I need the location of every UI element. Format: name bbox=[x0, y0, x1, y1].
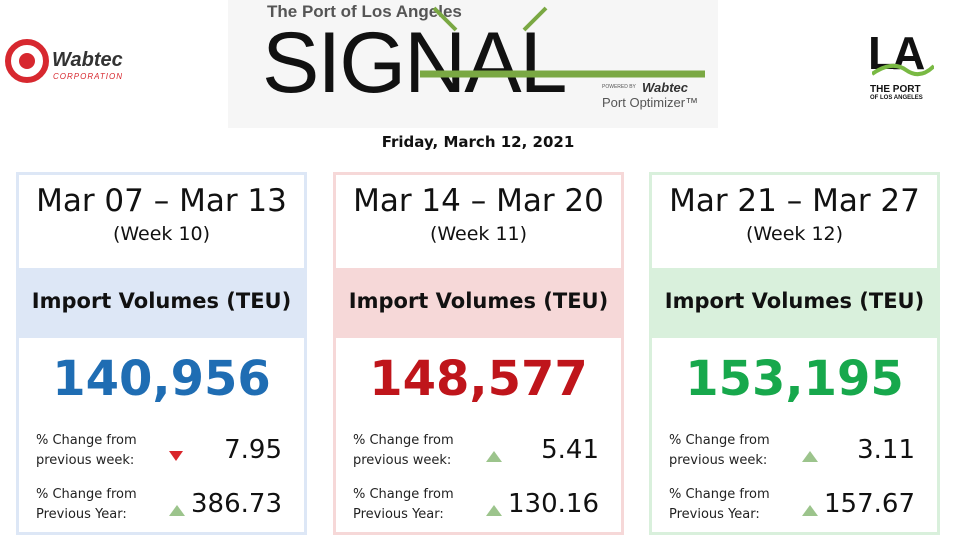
change-value: 386.73 bbox=[191, 489, 282, 519]
emblem-core bbox=[19, 53, 35, 69]
change-label: % Change from bbox=[353, 487, 454, 502]
product-name: Port Optimizer™ bbox=[602, 95, 699, 110]
card: Mar 07 – Mar 13 (Week 10) Import Volumes (… bbox=[16, 172, 307, 535]
signal-banner bbox=[228, 0, 718, 128]
change-label: previous week: bbox=[36, 453, 135, 468]
change-value: 5.41 bbox=[541, 435, 599, 465]
change-label: % Change from bbox=[353, 433, 454, 448]
powered-by: POWERED BY bbox=[602, 84, 636, 90]
card: Mar 21 – Mar 27 (Week 12) Import Volumes (… bbox=[649, 172, 940, 535]
change-label: % Change from bbox=[36, 433, 137, 448]
powered-brand: Wabtec bbox=[642, 80, 688, 95]
report-date: Friday, March 12, 2021 bbox=[381, 133, 575, 151]
change-value: 3.11 bbox=[857, 435, 915, 465]
change-label: % Change from bbox=[36, 487, 137, 502]
signal-kicker: The Port of Los Angeles bbox=[267, 2, 462, 21]
change-label: % Change from bbox=[669, 433, 770, 448]
week-range: Mar 07 – Mar 13 bbox=[36, 183, 287, 219]
change-arrow bbox=[486, 505, 502, 516]
metric-title: Import Volumes (TEU) bbox=[664, 289, 925, 313]
wabtec-name: Wabtec bbox=[52, 49, 123, 71]
la-line2: OF LOS ANGELES bbox=[870, 95, 923, 101]
wabtec-emblem bbox=[5, 39, 49, 83]
card: Mar 14 – Mar 20 (Week 11) Import Volumes (… bbox=[333, 172, 624, 535]
metric-band bbox=[336, 268, 621, 338]
change-arrow bbox=[486, 451, 502, 462]
wabtec-subtitle: CORPORATION bbox=[53, 72, 123, 81]
metric-value: 148,577 bbox=[369, 351, 588, 407]
change-label: previous week: bbox=[353, 453, 452, 468]
change-label: % Change from bbox=[669, 487, 770, 502]
la-wave bbox=[872, 63, 934, 77]
change-value: 130.16 bbox=[508, 489, 599, 519]
week-number: (Week 12) bbox=[745, 223, 844, 245]
change-label: previous week: bbox=[669, 453, 768, 468]
metric-value: 153,195 bbox=[685, 351, 904, 407]
change-label: Previous Year: bbox=[353, 507, 444, 522]
week-number: (Week 11) bbox=[429, 223, 528, 245]
metric-band bbox=[652, 268, 937, 338]
metric-value: 140,956 bbox=[52, 351, 271, 407]
change-value: 157.67 bbox=[824, 489, 915, 519]
emblem-ring bbox=[5, 39, 49, 83]
metric-title: Import Volumes (TEU) bbox=[31, 289, 292, 313]
week-number: (Week 10) bbox=[112, 223, 211, 245]
change-label: Previous Year: bbox=[669, 507, 760, 522]
change-arrow bbox=[169, 505, 185, 516]
metric-title: Import Volumes (TEU) bbox=[348, 289, 609, 313]
metric-band bbox=[19, 268, 304, 338]
change-arrow bbox=[802, 505, 818, 516]
la-wave-path bbox=[872, 63, 934, 77]
la-line1: THE PORT bbox=[870, 84, 921, 95]
accent-line bbox=[522, 6, 548, 32]
week-range: Mar 14 – Mar 20 bbox=[353, 183, 604, 219]
signal-accent bbox=[420, 6, 705, 78]
signal-title: SIGNAL bbox=[262, 15, 567, 111]
change-label: Previous Year: bbox=[36, 507, 127, 522]
change-arrow bbox=[802, 451, 818, 462]
week-range: Mar 21 – Mar 27 bbox=[669, 183, 920, 219]
change-value: 7.95 bbox=[224, 435, 282, 465]
change-arrow bbox=[169, 451, 183, 461]
accent-line bbox=[432, 6, 458, 32]
